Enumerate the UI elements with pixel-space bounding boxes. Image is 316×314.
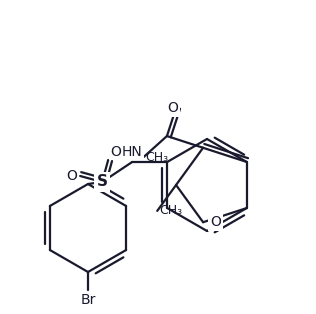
Text: O: O	[110, 145, 121, 159]
Text: O: O	[210, 215, 221, 229]
Text: Br: Br	[80, 293, 96, 307]
Text: HN: HN	[122, 145, 143, 159]
Text: O: O	[167, 100, 178, 115]
Text: CH₃: CH₃	[145, 151, 168, 164]
Text: S: S	[97, 175, 108, 190]
Text: CH₃: CH₃	[159, 204, 182, 217]
Text: O: O	[66, 169, 77, 183]
